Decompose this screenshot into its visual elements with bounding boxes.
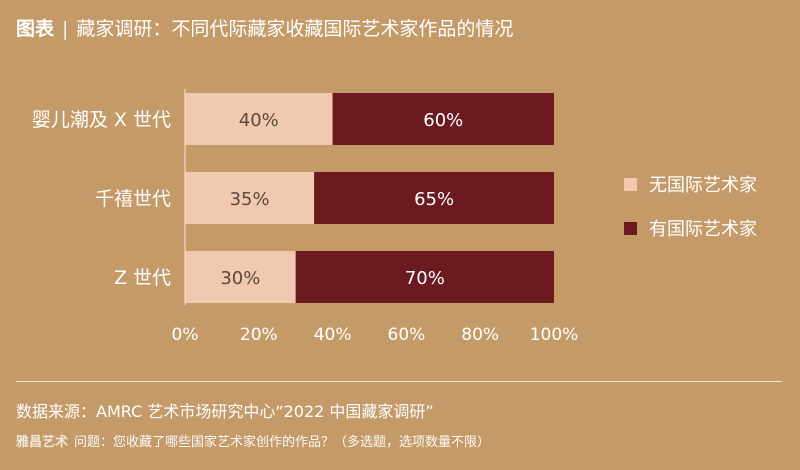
bar-segment — [185, 172, 315, 224]
bar-segment — [314, 172, 554, 224]
x-tick-label: 40% — [314, 325, 352, 345]
category-label: 婴儿潮及 X 世代 — [32, 109, 171, 131]
legend-item-no-international: 无国际艺术家 — [624, 172, 757, 196]
category-label: Z 世代 — [114, 267, 171, 289]
stacked-bar-chart: 婴儿潮及 X 世代 40% 60% 千禧世代 35% 65% Z 世代 30% 70% 0% 20%… — [32, 89, 579, 345]
legend-item-has-international: 有国际艺术家 — [624, 216, 757, 240]
question-text: 问题：您收藏了哪些国家艺术家创作的作品？（多选题，选项数量不限） — [74, 435, 491, 450]
x-tick-label: 80% — [461, 325, 499, 345]
data-label: 35% — [230, 189, 270, 210]
data-label: 60% — [423, 110, 463, 131]
data-label: 70% — [405, 268, 445, 289]
category-label: 千禧世代 — [95, 188, 171, 210]
data-label: 30% — [220, 268, 260, 289]
x-tick-label: 100% — [530, 325, 579, 345]
bar-segment — [185, 251, 296, 303]
title-text: 藏家调研：不同代际藏家收藏国际艺术家作品的情况 — [76, 18, 514, 40]
legend-label: 有国际艺术家 — [649, 219, 757, 240]
bar-segment — [295, 251, 554, 303]
legend-label: 无国际艺术家 — [649, 175, 757, 196]
x-tick-label: 60% — [388, 325, 426, 345]
x-tick-label: 0% — [172, 325, 199, 345]
footer-divider — [16, 381, 782, 382]
legend-swatch — [624, 221, 637, 235]
bar-segment — [185, 93, 333, 145]
data-label: 65% — [414, 189, 454, 210]
footer: 数据来源：AMRC 艺术市场研究中心“2022 中国藏家调研” 雅昌艺术 问题：您… — [16, 398, 790, 450]
x-tick-label: 20% — [240, 325, 278, 345]
legend: 无国际艺术家 有国际艺术家 — [624, 172, 757, 260]
title-label: 图表 — [16, 18, 55, 40]
watermark-logo: 雅昌艺术 — [16, 435, 69, 450]
title-separator: | — [62, 18, 69, 40]
data-label: 40% — [239, 110, 279, 131]
chart-title: 图表 | 藏家调研：不同代际藏家收藏国际艺术家作品的情况 — [16, 14, 784, 41]
survey-question: 雅昌艺术 问题：您收藏了哪些国家艺术家创作的作品？（多选题，选项数量不限） — [16, 431, 790, 450]
bar-segment — [332, 93, 554, 145]
data-source: 数据来源：AMRC 艺术市场研究中心“2022 中国藏家调研” — [16, 402, 434, 421]
legend-swatch — [624, 177, 637, 191]
